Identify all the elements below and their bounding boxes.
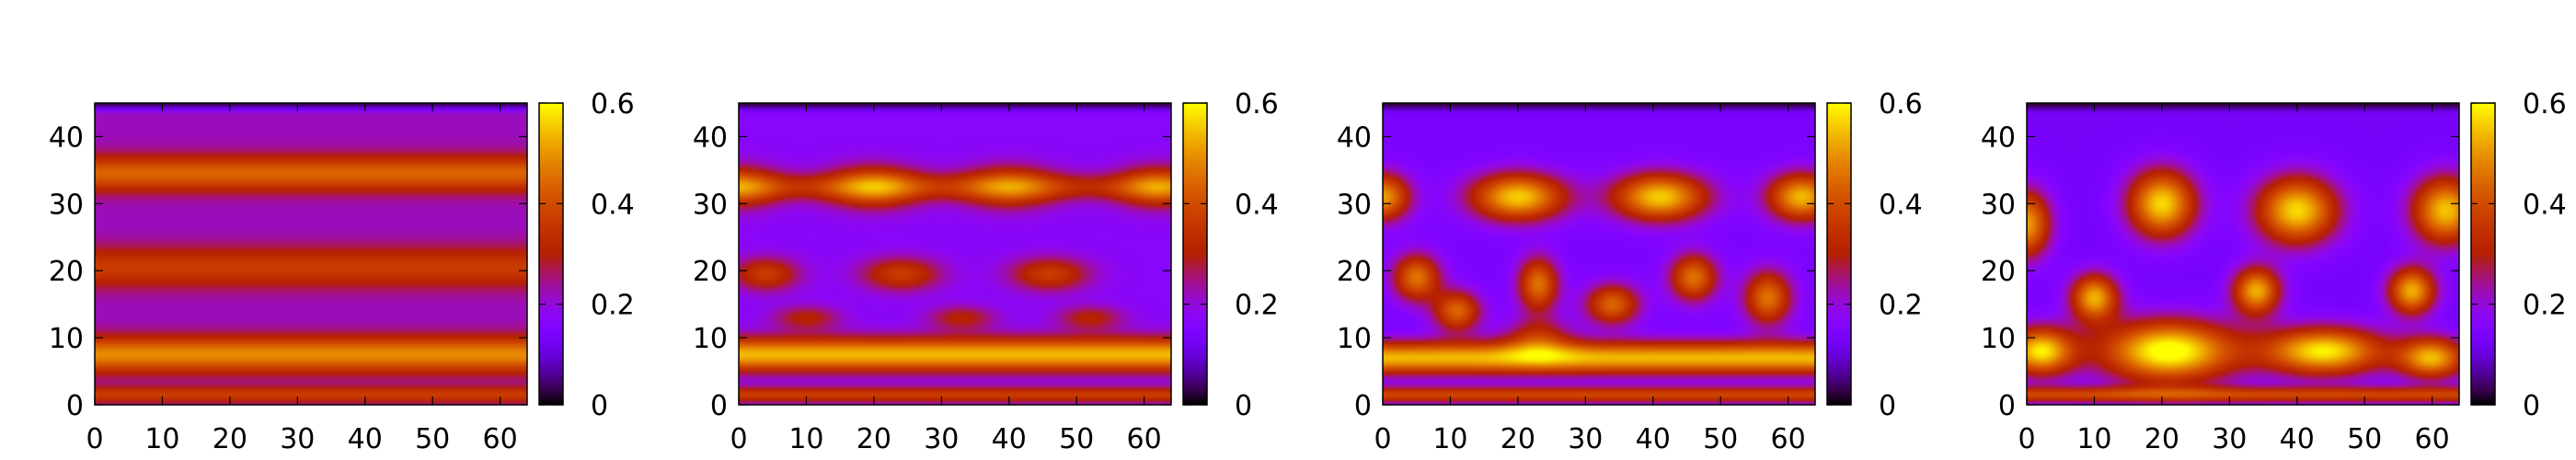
colorbar-tick-label: 0: [1879, 390, 1896, 422]
colorbar-frame: [1182, 102, 1208, 406]
x-tick-label: 0: [86, 423, 103, 455]
x-tick-label: 60: [1771, 423, 1806, 455]
x-tick-label: 10: [788, 423, 823, 455]
colorbar-tick-label: 0: [1235, 390, 1252, 422]
colorbar: [539, 103, 563, 405]
y-tick-label: 0: [1354, 390, 1372, 422]
y-tick-label: 40: [693, 121, 728, 154]
colorbar-tick-label: 0.4: [2523, 189, 2567, 221]
x-tick-label: 40: [348, 423, 383, 455]
colorbar-tick-label: 0.2: [2523, 290, 2567, 322]
x-tick-label: 40: [2280, 423, 2315, 455]
colorbar-tick-label: 0.6: [2523, 88, 2567, 121]
heatmap-panel-4: 0 10 20 30 40 50 60 0 10 20 30 40 0 0.2 0.4 0.6: [1981, 88, 2567, 455]
colorbar-tick-label: 0.2: [1235, 290, 1279, 322]
y-tick-label: 0: [710, 390, 728, 422]
colorbar-tick-label: 0.6: [1235, 88, 1279, 121]
heatmap-panel-1: 0 10 20 30 40 50 60 0 10 20 30 40 0 0.2 0.4 0.6: [49, 88, 635, 455]
y-tick-label: 30: [1337, 189, 1372, 221]
x-tick-label: 50: [1059, 423, 1094, 455]
colorbar-frame: [2470, 102, 2496, 406]
y-tick-label: 10: [1337, 323, 1372, 355]
x-tick-label: 30: [924, 423, 959, 455]
colorbar: [1827, 103, 1851, 405]
colorbar-tick-label: 0.4: [1235, 189, 1279, 221]
plot-frame: [738, 102, 1172, 406]
colorbar-frame: [1826, 102, 1852, 406]
x-tick-label: 30: [1568, 423, 1603, 455]
y-tick-label: 30: [1981, 189, 2016, 221]
x-tick-label: 60: [483, 423, 518, 455]
plot-frame: [2026, 102, 2460, 406]
y-tick-label: 0: [66, 390, 84, 422]
y-tick-label: 20: [693, 256, 728, 288]
y-tick-label: 10: [693, 323, 728, 355]
y-tick-label: 40: [1337, 121, 1372, 154]
x-tick-label: 10: [1432, 423, 1467, 455]
y-tick-label: 30: [693, 189, 728, 221]
y-tick-label: 10: [1981, 323, 2016, 355]
colorbar-tick-label: 0.6: [1879, 88, 1923, 121]
heatmap-image: [1383, 103, 1815, 405]
y-tick-label: 20: [1337, 256, 1372, 288]
plot-frame: [94, 102, 528, 406]
x-tick-label: 10: [2076, 423, 2111, 455]
x-tick-label: 40: [1636, 423, 1671, 455]
y-tick-label: 30: [49, 189, 84, 221]
y-tick-label: 40: [49, 121, 84, 154]
colorbar-tick-label: 0.4: [1879, 189, 1923, 221]
x-tick-label: 20: [857, 423, 891, 455]
colorbar-tick-label: 0: [2523, 390, 2540, 422]
colorbar-tick-label: 0.6: [591, 88, 635, 121]
x-tick-label: 50: [1703, 423, 1738, 455]
x-tick-label: 60: [1127, 423, 1162, 455]
x-tick-label: 0: [730, 423, 747, 455]
colorbar: [1183, 103, 1207, 405]
colorbar-frame: [538, 102, 564, 406]
y-tick-label: 20: [49, 256, 84, 288]
heatmap-image: [95, 103, 527, 405]
x-tick-label: 20: [2145, 423, 2179, 455]
y-tick-label: 40: [1981, 121, 2016, 154]
x-tick-label: 0: [1374, 423, 1391, 455]
colorbar-tick-label: 0.4: [591, 189, 635, 221]
heatmap-image: [2027, 103, 2459, 405]
y-tick-label: 20: [1981, 256, 2016, 288]
y-tick-label: 0: [1998, 390, 2016, 422]
x-tick-label: 0: [2018, 423, 2035, 455]
heatmap-image: [739, 103, 1171, 405]
heatmap-panel-3: 0 10 20 30 40 50 60 0 10 20 30 40 0 0.2 0.4 0.6: [1337, 88, 1923, 455]
colorbar-tick-label: 0.2: [1879, 290, 1923, 322]
x-tick-label: 50: [2347, 423, 2382, 455]
x-tick-label: 20: [1501, 423, 1535, 455]
x-tick-label: 40: [992, 423, 1027, 455]
colorbar: [2471, 103, 2495, 405]
x-tick-label: 50: [415, 423, 450, 455]
x-tick-label: 60: [2415, 423, 2450, 455]
plot-frame: [1382, 102, 1816, 406]
x-tick-label: 20: [213, 423, 247, 455]
y-tick-label: 10: [49, 323, 84, 355]
x-tick-label: 30: [280, 423, 315, 455]
colorbar-tick-label: 0.2: [591, 290, 635, 322]
x-tick-label: 10: [144, 423, 179, 455]
colorbar-tick-label: 0: [591, 390, 608, 422]
x-tick-label: 30: [2212, 423, 2247, 455]
heatmap-panel-2: 0 10 20 30 40 50 60 0 10 20 30 40 0 0.2 0.4 0.6: [693, 88, 1279, 455]
